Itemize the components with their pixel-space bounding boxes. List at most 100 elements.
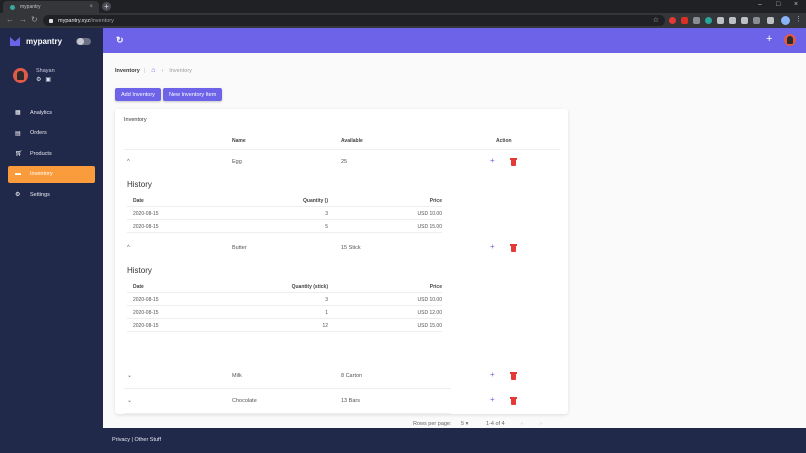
sidebar-item-label: Settings (30, 191, 50, 198)
extension-icon[interactable] (693, 17, 700, 24)
expand-chevron-down-icon[interactable]: ⌄ (127, 398, 133, 404)
inventory-card: Inventory Name Available Action ^ Egg 25… (115, 109, 568, 427)
url-host: mypantry.xyz (58, 17, 90, 24)
cart-icon: 🛒︎ (15, 151, 23, 157)
brand[interactable]: mypantry (10, 37, 62, 46)
extension-icon[interactable] (729, 17, 736, 24)
history-col-quantity: Quantity () (303, 198, 328, 204)
minimize-icon[interactable]: – (758, 1, 762, 8)
add-icon[interactable]: + (490, 242, 495, 251)
pagination-range: 1-4 of 4 (486, 421, 505, 427)
sidebar-item-inventory[interactable]: ▬ Inventory (8, 165, 95, 183)
history-row: 2020-08-15 3 USD 10.00 (127, 208, 442, 220)
item-available: 15 Stick (341, 245, 361, 251)
rows-per-page-select[interactable]: 5 ▾ (461, 421, 468, 427)
user-profile: Shayan ⚙ ▣ (13, 68, 55, 83)
history-price: USD 10.00 (417, 211, 442, 217)
sidebar-item-analytics[interactable]: ▦ Analytics (8, 104, 95, 121)
new-tab-button[interactable]: + (102, 2, 111, 11)
page-title: Inventory (115, 67, 140, 74)
app: mypantry Shayan ⚙ ▣ ▦ Analytics ▤ Orders (0, 28, 806, 453)
logout-icon[interactable]: ▣ (45, 77, 52, 83)
browser-tab[interactable]: mypantry × (3, 1, 99, 13)
add-icon[interactable]: + (490, 395, 495, 404)
add-icon[interactable]: + (490, 156, 495, 165)
extension-icon[interactable] (753, 17, 760, 24)
reload-icon[interactable]: ↻ (31, 15, 38, 24)
delete-icon[interactable] (510, 158, 517, 166)
browser-profile-avatar[interactable] (781, 16, 790, 25)
browser-menu-icon[interactable]: ⋮ (795, 16, 802, 23)
history-quantity: 12 (322, 323, 328, 329)
close-window-icon[interactable]: × (794, 1, 799, 8)
next-page-icon[interactable]: › (540, 421, 542, 427)
table-row: ^ Butter 15 Stick + (124, 236, 560, 260)
table-row: ⌄ Milk 8 Carton (124, 364, 451, 389)
extension-icon[interactable] (669, 17, 676, 24)
column-header-available: Available (341, 138, 363, 144)
collapse-chevron-up-icon[interactable]: ^ (127, 159, 130, 165)
footer-links[interactable]: Privacy | Other Stuff (112, 437, 162, 443)
delete-icon[interactable] (510, 244, 517, 252)
sidebar-item-settings[interactable]: ⚙ Settings (8, 186, 95, 203)
avatar[interactable] (13, 68, 28, 83)
history-col-price: Price (429, 284, 442, 290)
history-date: 2020-08-15 (133, 297, 159, 303)
extension-icon[interactable] (681, 17, 688, 24)
extension-icon[interactable] (717, 17, 724, 24)
expand-chevron-down-icon[interactable]: ⌄ (127, 373, 133, 379)
breadcrumb-separator: | (143, 67, 146, 74)
extension-icon[interactable] (705, 17, 712, 24)
forward-icon[interactable]: → (19, 15, 27, 24)
delete-icon[interactable] (510, 372, 517, 380)
new-inventory-item-button[interactable]: New Inventory Item (162, 88, 223, 101)
history-header: Date Quantity (stick) Price (127, 281, 442, 293)
extensions-puzzle-icon[interactable] (767, 17, 774, 24)
caret-down-icon: ▾ (465, 421, 469, 427)
favicon-icon (10, 4, 15, 10)
sidebar: mypantry Shayan ⚙ ▣ ▦ Analytics ▤ Orders (0, 28, 103, 453)
collapse-chevron-up-icon[interactable]: ^ (127, 245, 130, 251)
extension-icon[interactable] (741, 17, 748, 24)
avatar[interactable] (784, 34, 796, 46)
home-icon[interactable]: ⌂ (151, 67, 156, 74)
item-available: 13 Bars (341, 398, 360, 404)
item-name: Chocolate (232, 398, 257, 404)
back-icon[interactable]: ← (6, 15, 14, 24)
action-buttons: Add Inventory New Inventory Item (115, 88, 223, 101)
tab-close-icon[interactable]: × (89, 4, 93, 10)
footer: Privacy | Other Stuff (103, 428, 806, 453)
logo-icon (10, 37, 20, 46)
add-icon[interactable]: + (766, 33, 773, 45)
delete-icon[interactable] (510, 397, 517, 405)
sidebar-item-orders[interactable]: ▤ Orders (8, 125, 95, 142)
history-row: 2020-08-15 3 USD 10.00 (127, 294, 442, 306)
history-quantity: 3 (325, 211, 328, 217)
bookmark-star-icon[interactable]: ☆ (652, 17, 659, 24)
history-col-date: Date (133, 198, 144, 204)
maximize-icon[interactable]: □ (776, 1, 781, 8)
url-input[interactable]: mypantry.xyz /inventory ☆ (43, 15, 665, 26)
prev-page-icon[interactable]: ‹ (521, 421, 523, 427)
refresh-icon[interactable]: ↻ (116, 35, 124, 45)
url-path: /inventory (90, 17, 114, 24)
add-icon[interactable]: + (490, 370, 495, 379)
history-date: 2020-08-15 (133, 310, 159, 316)
history-date: 2020-08-15 (133, 211, 159, 217)
history-price: USD 10.00 (417, 297, 442, 303)
history-col-price: Price (429, 198, 442, 204)
history-title: History (127, 180, 152, 189)
history-price: USD 12.00 (417, 310, 442, 316)
address-bar: ← → ↻ mypantry.xyz /inventory ☆ ⋮ (0, 13, 806, 28)
gear-icon[interactable]: ⚙ (36, 77, 42, 83)
theme-toggle[interactable] (76, 38, 91, 45)
history-quantity: 1 (325, 310, 328, 316)
history-date: 2020-08-15 (133, 323, 159, 329)
table-row: ⌄ Chocolate 13 Bars (124, 389, 451, 414)
add-inventory-button[interactable]: Add Inventory (115, 88, 161, 101)
sidebar-item-products[interactable]: 🛒︎ Products (8, 145, 95, 162)
inventory-icon: ▬ (15, 171, 21, 177)
history-row: 2020-08-15 12 USD 15.00 (127, 320, 442, 332)
history-col-quantity: Quantity (stick) (291, 284, 328, 290)
breadcrumb: Inventory | ⌂ › Inventory (115, 67, 192, 74)
